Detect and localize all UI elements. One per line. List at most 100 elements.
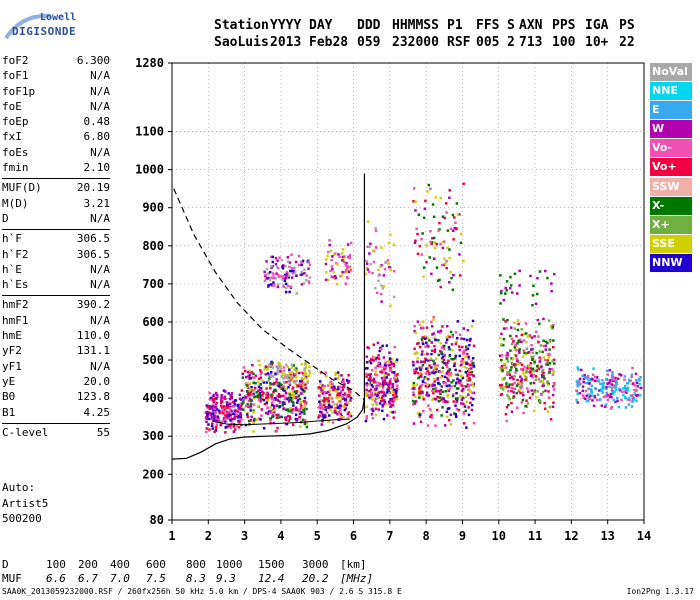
echo-point bbox=[465, 395, 468, 398]
echo-point bbox=[272, 399, 276, 402]
echo-point bbox=[460, 384, 463, 387]
echo-point bbox=[519, 361, 522, 365]
echo-point bbox=[454, 342, 458, 346]
echo-point bbox=[282, 366, 286, 369]
echo-point bbox=[272, 409, 275, 413]
header-row1-cell: S bbox=[507, 18, 515, 33]
echo-point bbox=[343, 255, 346, 258]
echo-point bbox=[509, 376, 512, 380]
echo-point bbox=[389, 268, 392, 272]
echo-point bbox=[229, 402, 232, 405]
echo-point bbox=[391, 371, 394, 374]
echo-point bbox=[462, 402, 465, 406]
echo-point bbox=[383, 400, 387, 404]
echo-point bbox=[444, 262, 447, 265]
autoscaling-line1: Auto: bbox=[2, 481, 36, 494]
echo-point bbox=[413, 241, 417, 244]
echo-point bbox=[462, 352, 465, 355]
echo-point bbox=[282, 369, 286, 373]
echo-point bbox=[239, 415, 242, 419]
echo-point bbox=[449, 387, 452, 391]
echo-point bbox=[257, 377, 261, 380]
echo-point bbox=[546, 410, 550, 413]
echo-point bbox=[445, 410, 449, 413]
echo-point bbox=[335, 390, 339, 393]
echo-point bbox=[505, 373, 509, 376]
echo-point bbox=[336, 392, 340, 395]
echo-point bbox=[453, 364, 456, 367]
echo-point bbox=[420, 360, 423, 363]
echo-point bbox=[445, 266, 448, 270]
echo-point bbox=[323, 396, 326, 400]
echo-point bbox=[449, 227, 453, 231]
echo-point bbox=[270, 264, 273, 268]
echo-point bbox=[606, 394, 609, 397]
echo-point bbox=[263, 270, 266, 274]
echo-point bbox=[233, 399, 237, 402]
echo-point bbox=[634, 389, 638, 392]
echo-point bbox=[391, 362, 394, 365]
echo-point bbox=[512, 391, 515, 394]
echo-point bbox=[371, 369, 374, 372]
echo-point bbox=[338, 408, 342, 412]
echo-point bbox=[420, 383, 423, 387]
legend-item: NoVal bbox=[650, 63, 692, 81]
echo-point bbox=[466, 377, 469, 380]
echo-point bbox=[392, 243, 396, 246]
echo-point bbox=[329, 249, 333, 252]
echo-point bbox=[283, 401, 287, 404]
echo-point bbox=[392, 393, 395, 397]
echo-point bbox=[411, 387, 415, 390]
echo-point bbox=[229, 395, 232, 398]
echo-point bbox=[365, 388, 368, 392]
echo-point bbox=[508, 287, 512, 290]
echo-point bbox=[388, 265, 391, 269]
echo-point bbox=[433, 380, 436, 383]
echo-point bbox=[280, 415, 284, 419]
echo-point bbox=[528, 335, 531, 338]
echo-point bbox=[432, 371, 436, 375]
echo-point bbox=[390, 387, 393, 390]
echo-point bbox=[386, 414, 389, 417]
echo-point bbox=[537, 340, 540, 344]
echo-point bbox=[336, 371, 340, 374]
header-row2-cell: 005 bbox=[476, 35, 500, 50]
echo-point bbox=[264, 273, 267, 277]
echo-point bbox=[446, 393, 450, 396]
param-row: foE N/A bbox=[2, 100, 110, 115]
echo-point bbox=[295, 367, 298, 370]
echo-point bbox=[393, 388, 396, 392]
echo-point bbox=[434, 424, 437, 427]
echo-point bbox=[462, 182, 465, 186]
echo-point bbox=[344, 407, 348, 410]
echo-point bbox=[589, 388, 593, 391]
echo-point bbox=[257, 359, 260, 363]
echo-point bbox=[324, 390, 327, 394]
echo-point bbox=[420, 237, 423, 241]
echo-point bbox=[394, 360, 397, 363]
echo-point bbox=[635, 399, 638, 402]
echo-point bbox=[270, 393, 273, 397]
echo-point bbox=[633, 392, 636, 395]
echo-point bbox=[519, 385, 522, 389]
echo-point bbox=[506, 351, 509, 355]
echo-point bbox=[617, 405, 621, 409]
echo-point bbox=[323, 416, 326, 419]
echo-point bbox=[271, 366, 275, 369]
echo-point bbox=[260, 397, 263, 401]
echo-point bbox=[301, 384, 305, 387]
echo-point bbox=[583, 373, 586, 377]
echo-point bbox=[427, 377, 430, 381]
echo-point bbox=[430, 341, 433, 344]
echo-point bbox=[380, 246, 383, 249]
echo-point bbox=[445, 336, 448, 339]
echo-point bbox=[374, 366, 377, 369]
echo-point bbox=[386, 259, 390, 262]
echo-point bbox=[533, 369, 537, 372]
echo-point bbox=[291, 272, 295, 275]
echo-point bbox=[421, 390, 424, 394]
echo-point bbox=[290, 276, 294, 279]
echo-point bbox=[614, 386, 617, 389]
echo-point bbox=[467, 393, 470, 396]
echo-point bbox=[438, 370, 442, 374]
